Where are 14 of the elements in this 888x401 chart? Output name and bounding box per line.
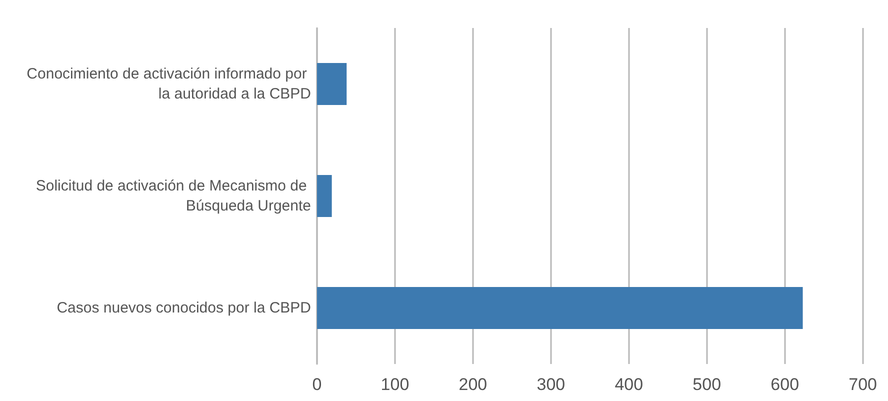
- bar: [317, 175, 332, 217]
- x-tick-label: 100: [380, 375, 410, 394]
- y-tick-label: Solicitud de activación de Mecanismo de Búsqueda Urgente: [36, 178, 311, 214]
- x-tick-label: 0: [312, 375, 322, 394]
- x-tick-label: 600: [770, 375, 800, 394]
- x-tick-label: 300: [536, 375, 566, 394]
- y-tick-label: Casos nuevos conocidos por la CBPD: [56, 300, 312, 316]
- y-tick-label: Conocimiento de activación informado por la autoridad a la CBPD: [26, 66, 312, 102]
- x-tick-label: 500: [692, 375, 722, 394]
- bar: [317, 63, 347, 105]
- x-tick-label: 700: [848, 375, 878, 394]
- x-tick-label: 200: [458, 375, 488, 394]
- x-tick-label: 400: [614, 375, 644, 394]
- bar: [317, 287, 803, 329]
